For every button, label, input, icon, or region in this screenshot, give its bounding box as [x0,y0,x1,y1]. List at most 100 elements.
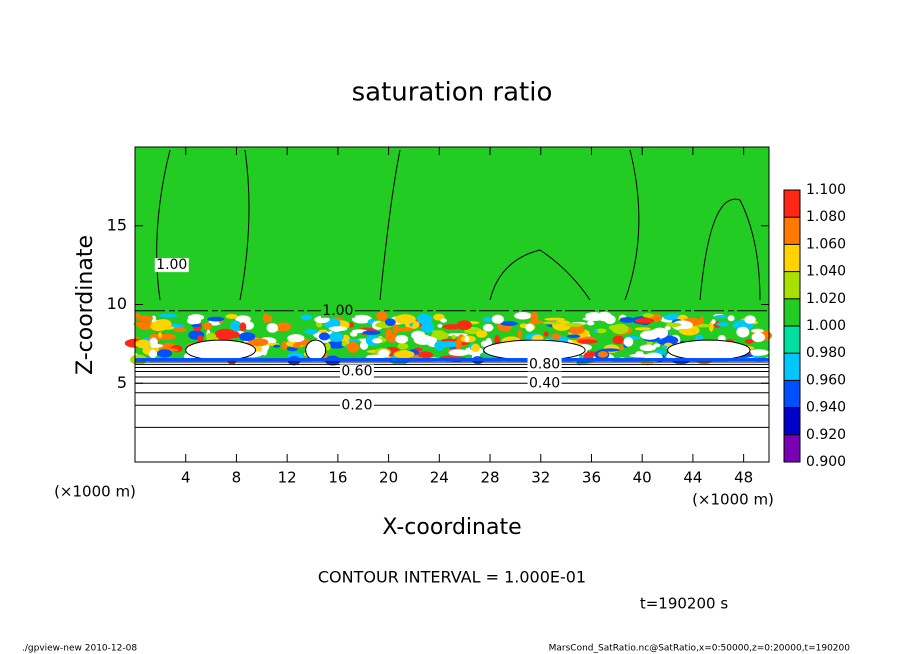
cloud-patch [612,335,625,345]
cloud-patch [525,323,534,332]
cloud-core [667,339,751,361]
x-tick-label: 28 [480,469,499,487]
cloud-patch [348,322,354,328]
contour-label: 0.60 [341,363,372,379]
colorbar-label: 1.040 [806,264,846,280]
contour-label-bg [154,258,189,273]
cloud-patch [727,315,735,322]
cloud-patch [611,323,629,335]
cloud-patch [623,337,634,347]
cloud-core [305,339,327,361]
contour-label-bg [339,398,374,413]
contour-label-bg [320,303,355,318]
cloud-patch [239,332,256,342]
x-tick-label: 4 [181,469,191,487]
cloud-patch [292,342,301,349]
cloud-patch [135,339,151,349]
cloud-patch [716,322,730,327]
x-tick-label: 44 [683,469,702,487]
cloud-patch [327,340,346,349]
x-tick-label: 20 [379,469,398,487]
blue-streak [135,358,769,362]
cloud-patch [664,325,671,331]
cloud-patch [564,322,584,327]
cloud-patch [300,314,313,321]
cloud-patch [577,339,598,344]
cloud-patch [173,327,187,333]
cloud-patch [325,342,331,351]
cloud-patch [451,334,456,340]
cloud-patch [190,324,202,328]
colorbar-label: 0.900 [806,454,846,470]
colorbar-cell [784,407,800,435]
cloud-patch [207,316,225,322]
cloud-patch [542,321,562,325]
chart-title: saturation ratio [352,78,553,108]
cloud-patch [431,330,445,334]
cloud-patch [514,312,532,320]
cloud-patch [346,341,360,353]
colorbar-cell [784,298,800,326]
contour-decor [624,149,640,301]
contour-label: 0.80 [529,356,560,372]
cloud-patch [281,341,288,351]
cloud-patch [385,328,393,339]
footer-left: ./gpview-new 2010-12-08 [22,644,137,654]
cloud-patch [569,324,585,335]
contour-field: 0.20 0.40 0.60 0.80 1.00 1.00 [124,147,776,462]
cloud-patch [149,337,158,348]
cloud-patch [551,333,562,340]
colorbar-label: 1.080 [806,209,846,225]
cloud-patch [348,338,361,343]
cloud-patch [157,332,163,339]
x-tick-label: 24 [430,469,449,487]
x-unit-label: (×1000 m) [692,491,774,509]
colorbar-cell [784,380,800,408]
cloud-patch [341,341,347,347]
cloud-patch [442,325,452,329]
cloud-patch [597,311,612,322]
cloud-patch [318,332,330,341]
cloud-patch [304,329,318,335]
cloud-patch [372,338,383,344]
cloud-patch [711,319,716,324]
cloud-patch [470,343,481,352]
cloud-patch [384,318,396,326]
cloud-patch [136,315,154,322]
cloud-patch [441,338,460,343]
cloud-patch [393,350,415,359]
contour-decor [239,149,250,301]
cloud-patch [395,334,409,344]
colorbar-cell [784,244,800,272]
cloud-patch [266,322,279,333]
cloud-patch [597,351,609,358]
cloud-patch [708,321,714,332]
cloud-patch [431,331,449,340]
contour-label: 1.00 [156,257,187,273]
cloud-patch [751,332,766,343]
cloud-patch [287,334,305,343]
cloud-patch [354,319,364,323]
cloud-patch [642,313,654,318]
cloud-patch [267,315,273,323]
cloud-patch [397,343,409,350]
x-tick-label: 40 [633,469,652,487]
cloud-patch [235,315,251,323]
cloud-patch [328,326,348,332]
cloud-patch [392,324,399,334]
x-tick-label: 36 [582,469,601,487]
colorbar-cell [784,353,800,381]
cloud-patch [744,315,756,324]
cloud-patch [475,330,488,338]
contour-decor [156,149,171,301]
cloud-patch [243,321,254,330]
colorbar-cell [784,190,800,218]
cloud-patch [148,349,158,359]
cloud-patch [349,331,358,337]
cloud-patch [225,313,239,319]
cloud-patch [448,349,469,357]
saturated-region [135,147,769,316]
cloud-patch [714,314,728,319]
colorbar-label: 0.920 [806,427,846,443]
